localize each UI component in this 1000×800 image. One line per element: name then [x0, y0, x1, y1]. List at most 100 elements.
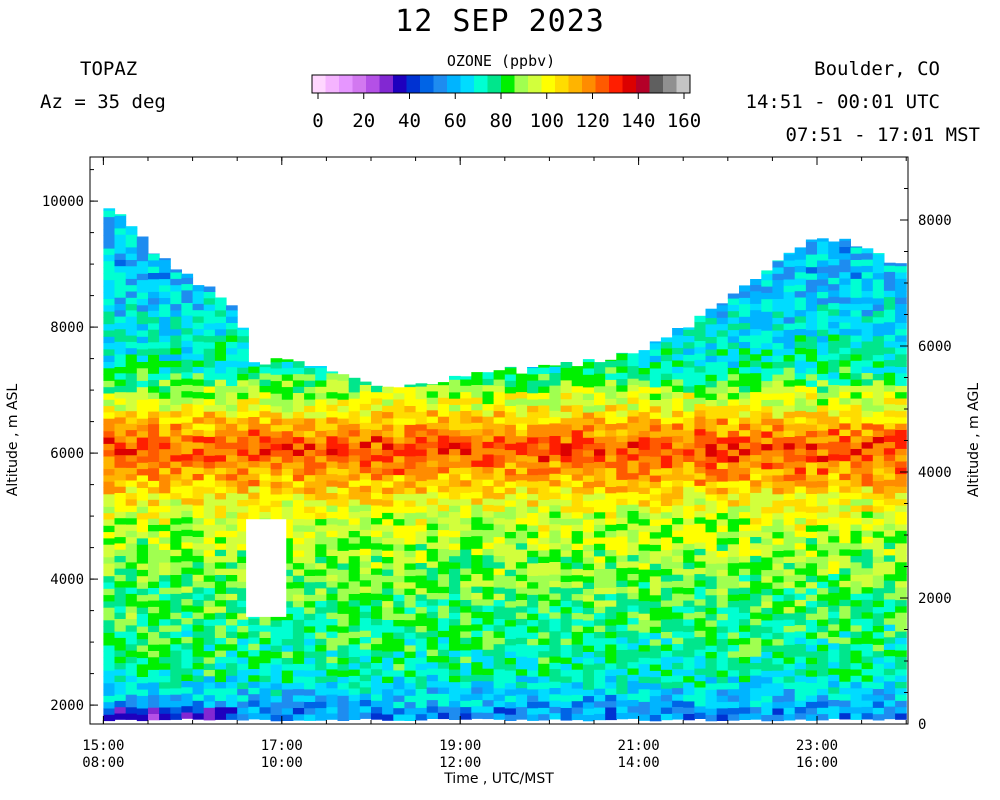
heatmap-cell	[226, 706, 238, 714]
heatmap-cell	[817, 442, 829, 450]
heatmap-cell	[393, 550, 405, 557]
heatmap-cell	[259, 379, 272, 386]
heatmap-cell	[683, 650, 695, 658]
heatmap-cell	[348, 688, 361, 695]
heatmap-cell	[739, 391, 751, 399]
heatmap-cell	[683, 354, 695, 362]
heatmap-cell	[226, 417, 238, 424]
heatmap-cell	[817, 455, 829, 463]
heatmap-cell	[571, 366, 584, 368]
heatmap-cell	[214, 580, 227, 588]
heatmap-cell	[371, 517, 383, 525]
heatmap-cell	[527, 430, 539, 438]
heatmap-cell	[727, 606, 740, 614]
heatmap-cell	[214, 687, 227, 695]
heatmap-cell	[170, 530, 182, 538]
heatmap-cell	[527, 481, 539, 488]
heatmap-cell	[527, 670, 539, 677]
heatmap-cell	[437, 535, 450, 543]
heatmap-cell	[359, 381, 372, 385]
heatmap-cell	[125, 385, 138, 393]
heatmap-cell	[348, 404, 361, 412]
heatmap-cell	[750, 618, 762, 626]
heatmap-cell	[125, 410, 138, 418]
heatmap-cell	[582, 582, 595, 589]
heatmap-cell	[460, 555, 472, 563]
heatmap-cell	[281, 437, 294, 444]
heatmap-cell	[672, 353, 684, 361]
heatmap-cell	[605, 530, 617, 538]
heatmap-cell	[471, 428, 483, 436]
heatmap-cell	[103, 556, 116, 564]
heatmap-cell	[850, 284, 863, 292]
heatmap-cell	[828, 686, 840, 694]
heatmap-cell	[226, 687, 238, 695]
heatmap-cell	[471, 460, 483, 467]
heatmap-cell	[460, 460, 472, 468]
heatmap-cell	[672, 637, 684, 644]
heatmap-cell	[839, 278, 851, 285]
heatmap-cell	[828, 327, 840, 335]
heatmap-cell	[783, 304, 796, 311]
heatmap-cell	[437, 649, 450, 657]
heatmap-cell	[460, 486, 472, 493]
heatmap-cell	[739, 454, 751, 462]
heatmap-cell	[426, 422, 439, 430]
heatmap-cell	[716, 493, 729, 501]
heatmap-cell	[203, 543, 216, 551]
heatmap-cell	[805, 430, 818, 438]
heatmap-cell	[181, 630, 194, 637]
heatmap-cell	[772, 336, 785, 344]
heatmap-cell	[248, 693, 260, 701]
heatmap-cell	[750, 328, 762, 336]
heatmap-cell	[114, 505, 127, 512]
heatmap-cell	[861, 624, 874, 632]
heatmap-cell	[727, 461, 740, 469]
heatmap-cell	[560, 594, 573, 601]
heatmap-cell	[616, 592, 628, 600]
heatmap-cell	[527, 707, 539, 715]
heatmap-cell	[281, 644, 294, 652]
heatmap-cell	[337, 619, 350, 627]
heatmap-cell	[616, 372, 628, 380]
heatmap-cell	[560, 550, 573, 557]
heatmap-cell	[371, 391, 383, 399]
heatmap-cell	[850, 480, 863, 487]
heatmap-cell	[839, 341, 851, 348]
heatmap-cell	[371, 593, 383, 600]
heatmap-cell	[817, 537, 829, 544]
heatmap-cell	[226, 454, 238, 462]
heatmap-cell	[883, 265, 896, 272]
heatmap-cell	[594, 385, 606, 393]
heatmap-cell	[694, 687, 707, 694]
heatmap-cell	[716, 670, 729, 677]
heatmap-cell	[649, 393, 662, 400]
heatmap-cell	[705, 607, 718, 615]
heatmap-cell	[449, 505, 461, 513]
y-tick-label-left: 8000	[50, 320, 84, 336]
heatmap-cell	[214, 555, 227, 563]
heatmap-cell	[214, 574, 227, 582]
heatmap-cell	[136, 525, 149, 533]
heatmap-cell	[203, 323, 216, 330]
heatmap-cell	[739, 341, 751, 349]
heatmap-cell	[861, 372, 874, 380]
heatmap-cell	[649, 588, 662, 596]
heatmap-cell	[605, 467, 617, 475]
heatmap-cell	[817, 436, 829, 444]
heatmap-cell	[527, 562, 539, 570]
heatmap-cell	[694, 466, 707, 474]
heatmap-cell	[660, 688, 673, 695]
heatmap-cell	[694, 447, 707, 455]
heatmap-cell	[337, 418, 350, 425]
heatmap-cell	[270, 500, 283, 508]
heatmap-cell	[817, 707, 829, 715]
heatmap-cell	[159, 681, 171, 689]
heatmap-cell	[426, 611, 439, 619]
heatmap-cell	[315, 581, 327, 589]
heatmap-cell	[616, 643, 628, 650]
heatmap-cell	[761, 538, 773, 545]
heatmap-cell	[460, 498, 472, 506]
heatmap-cell	[705, 664, 718, 671]
heatmap-cell	[148, 272, 160, 280]
